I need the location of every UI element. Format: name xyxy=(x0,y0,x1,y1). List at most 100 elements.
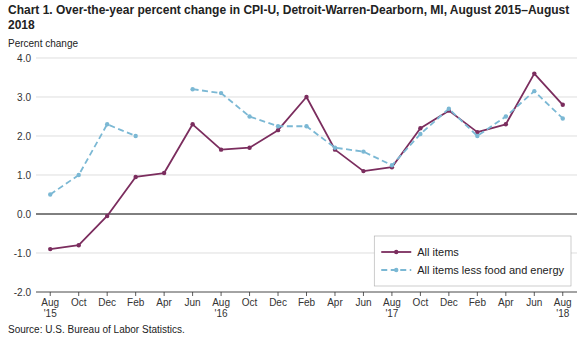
series-line xyxy=(50,74,563,250)
series-point xyxy=(504,122,508,126)
grid-line xyxy=(36,136,577,137)
series-point xyxy=(77,243,81,247)
x-tick-label: Apr xyxy=(327,297,343,308)
series-point xyxy=(247,114,251,118)
x-tick-label-line: Oct xyxy=(71,297,87,308)
x-tick xyxy=(78,292,79,296)
y-tick-label: 2.0 xyxy=(17,131,31,142)
x-tick-label-line: Oct xyxy=(413,297,429,308)
chart-svg: Percent change-2.0-1.00.01.02.03.04.0Aug… xyxy=(0,36,587,337)
x-tick-label: Aug'18 xyxy=(554,297,572,319)
series-point xyxy=(561,116,565,120)
series-point xyxy=(276,124,280,128)
series-point xyxy=(276,128,280,132)
y-tick-label: 4.0 xyxy=(17,53,31,64)
x-tick-label: Dec xyxy=(98,297,116,308)
x-tick-label: Oct xyxy=(413,297,429,308)
x-tick xyxy=(306,292,307,296)
series-point xyxy=(390,163,394,167)
x-tick-label: Jun xyxy=(526,297,542,308)
x-tick xyxy=(107,292,108,296)
x-tick-label-line: Aug xyxy=(212,297,230,308)
x-tick-label-line: Aug xyxy=(41,297,59,308)
source-note: Source: U.S. Bureau of Labor Statistics. xyxy=(8,324,185,335)
x-tick xyxy=(448,292,449,296)
x-tick xyxy=(50,292,51,296)
x-tick-label: Oct xyxy=(242,297,258,308)
series-point xyxy=(333,146,337,150)
x-tick-label-line: Dec xyxy=(98,297,116,308)
grid-line xyxy=(36,58,577,59)
x-tick-label: Apr xyxy=(498,297,514,308)
x-tick-label-line: '18 xyxy=(556,308,569,319)
x-tick-label: Feb xyxy=(469,297,487,308)
series-point xyxy=(418,126,422,130)
x-tick-label-line: Apr xyxy=(498,297,514,308)
legend-marker xyxy=(394,268,398,272)
series-point xyxy=(219,147,223,151)
x-tick-label-line: Apr xyxy=(327,297,343,308)
series-point xyxy=(48,192,52,196)
series-point xyxy=(247,146,251,150)
series-point xyxy=(475,134,479,138)
y-axis-label: Percent change xyxy=(8,38,78,49)
series-point xyxy=(447,107,451,111)
series-point xyxy=(190,87,194,91)
x-tick xyxy=(334,292,335,296)
series-point xyxy=(561,103,565,107)
series-point xyxy=(361,169,365,173)
x-tick-label: Jun xyxy=(185,297,201,308)
series-point xyxy=(105,214,109,218)
x-tick xyxy=(363,292,364,296)
x-tick-label-line: '15 xyxy=(44,308,57,319)
series-point xyxy=(504,114,508,118)
chart-title: Chart 1. Over-the-year percent change in… xyxy=(8,3,579,33)
series-point xyxy=(190,122,194,126)
x-tick-label: Feb xyxy=(127,297,145,308)
x-tick xyxy=(420,292,421,296)
x-tick-label-line: Jun xyxy=(355,297,371,308)
series-point xyxy=(133,134,137,138)
x-tick-label-line: Feb xyxy=(298,297,316,308)
series-point xyxy=(532,71,536,75)
legend-label: All items less food and energy xyxy=(417,264,564,276)
plot-area xyxy=(48,71,565,251)
y-tick-label: -2.0 xyxy=(14,287,32,298)
grid-line xyxy=(36,175,577,176)
series-point xyxy=(48,247,52,251)
x-tick-label-line: Dec xyxy=(269,297,287,308)
series-point xyxy=(304,95,308,99)
series-point xyxy=(162,171,166,175)
x-tick-label: Apr xyxy=(156,297,172,308)
legend: All itemsAll items less food and energy xyxy=(374,236,571,286)
series-point xyxy=(418,132,422,136)
x-tick xyxy=(477,292,478,296)
x-tick-label: Aug'15 xyxy=(41,297,59,319)
series-point xyxy=(77,173,81,177)
series-point xyxy=(532,89,536,93)
x-tick xyxy=(391,292,392,296)
x-tick xyxy=(505,292,506,296)
series-line xyxy=(50,89,563,194)
series-point xyxy=(133,175,137,179)
series-point xyxy=(105,122,109,126)
x-tick-label-line: '17 xyxy=(385,308,398,319)
x-tick-label-line: Dec xyxy=(440,297,458,308)
x-tick-label-line: Oct xyxy=(242,297,258,308)
x-tick-label: Feb xyxy=(298,297,316,308)
x-tick-label-line: Aug xyxy=(383,297,401,308)
x-tick-label-line: '16 xyxy=(215,308,228,319)
y-tick-label: 1.0 xyxy=(17,170,31,181)
x-tick-label-line: Jun xyxy=(526,297,542,308)
y-tick-label: -1.0 xyxy=(14,248,32,259)
x-tick-label: Aug'16 xyxy=(212,297,230,319)
series-point xyxy=(219,91,223,95)
y-tick-label: 3.0 xyxy=(17,92,31,103)
x-tick xyxy=(249,292,250,296)
x-tick-label: Dec xyxy=(440,297,458,308)
x-tick-label: Dec xyxy=(269,297,287,308)
x-tick-label: Oct xyxy=(71,297,87,308)
x-tick-label-line: Aug xyxy=(554,297,572,308)
x-tick xyxy=(135,292,136,296)
legend-frame xyxy=(374,236,571,286)
